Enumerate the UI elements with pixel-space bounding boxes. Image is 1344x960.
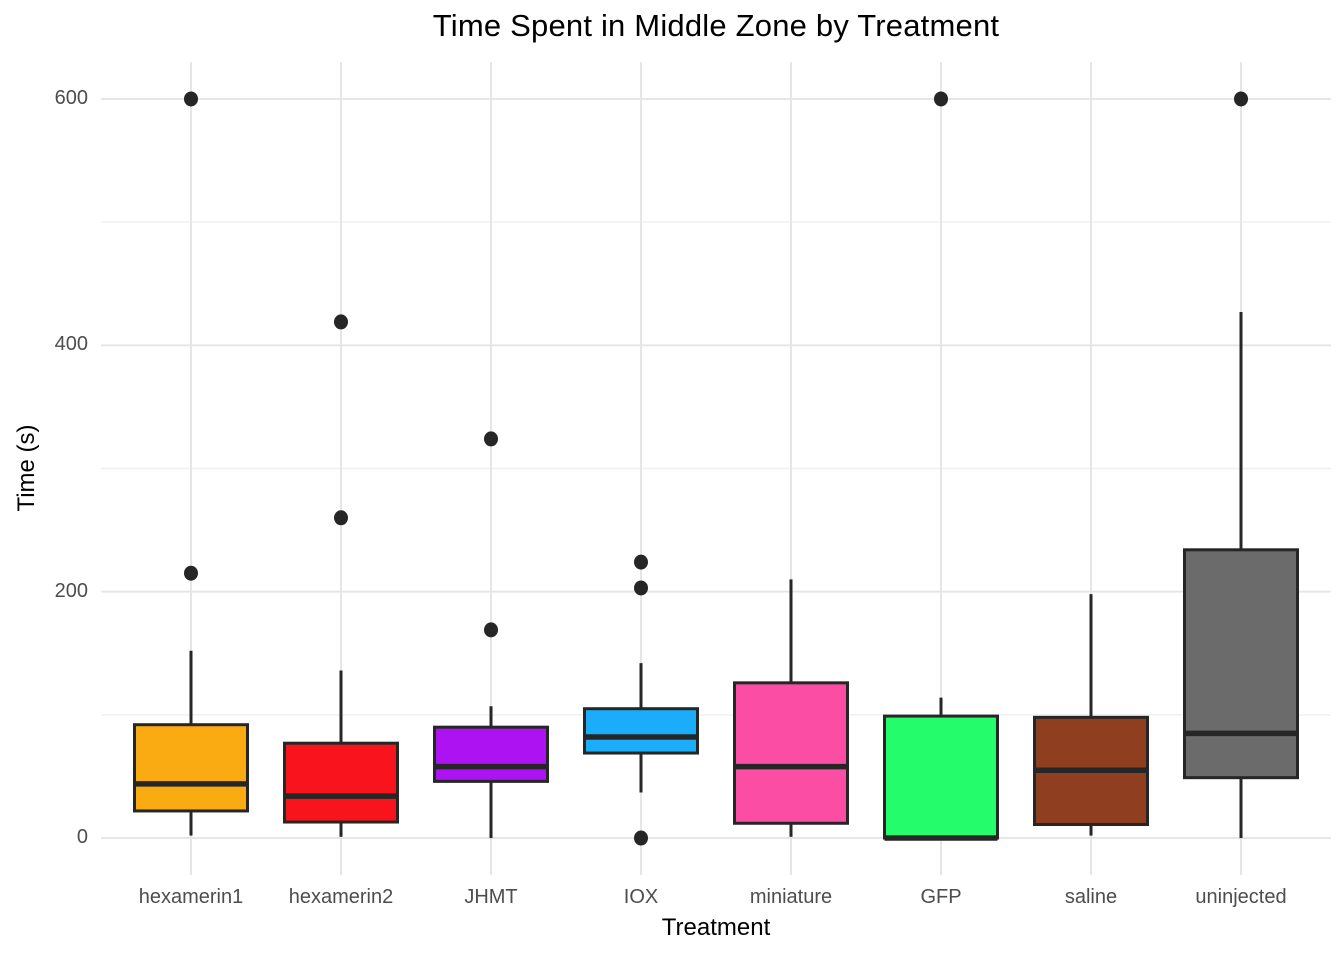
- x-tick-label-hexamerin1: hexamerin1: [138, 886, 244, 908]
- x-tick-label-uninjected: uninjected: [1195, 886, 1287, 908]
- outlier-point-IOX-0: [634, 830, 648, 846]
- outlier-point-IOX-224: [634, 554, 648, 570]
- outlier-point-hexamerin1-215: [184, 565, 198, 581]
- outlier-point-GFP-600: [934, 91, 948, 107]
- box-JHMT: [433, 725, 549, 783]
- box-hexamerin2: [283, 741, 399, 824]
- outlier-point-hexamerin2-419: [334, 314, 348, 330]
- box-GFP: [883, 714, 999, 840]
- x-tick-label-saline: saline: [1064, 886, 1118, 908]
- y-tick-label-200: 200: [54, 579, 88, 602]
- x-tick-label-JHMT: JHMT: [464, 886, 518, 908]
- x-axis-title: Treatment: [661, 914, 771, 941]
- x-tick-label-miniature: miniature: [749, 886, 833, 908]
- x-tick-label-hexamerin2: hexamerin2: [288, 886, 394, 908]
- outlier-point-JHMT-169: [484, 622, 498, 638]
- outlier-point-IOX-203: [634, 580, 648, 596]
- box-miniature: [733, 681, 849, 825]
- y-tick-label-0: 0: [76, 826, 88, 849]
- x-tick-label-GFP: GFP: [920, 886, 962, 908]
- y-tick-label-400: 400: [54, 333, 88, 356]
- outlier-point-uninjected-600: [1234, 91, 1248, 107]
- outlier-point-hexamerin1-600: [184, 91, 198, 107]
- outlier-point-JHMT-324: [484, 431, 498, 447]
- box-IOX: [583, 707, 699, 755]
- x-tick-label-IOX: IOX: [623, 886, 659, 908]
- outlier-point-hexamerin2-260: [334, 510, 348, 526]
- boxplot-canvas: [101, 62, 1331, 875]
- chart-title: Time Spent in Middle Zone by Treatment: [432, 8, 1000, 43]
- box-uninjected: [1183, 548, 1299, 780]
- y-tick-label-600: 600: [54, 86, 88, 109]
- plot-panel: [101, 62, 1331, 875]
- box-hexamerin1: [133, 723, 249, 813]
- y-axis-title: Time (s): [13, 424, 40, 512]
